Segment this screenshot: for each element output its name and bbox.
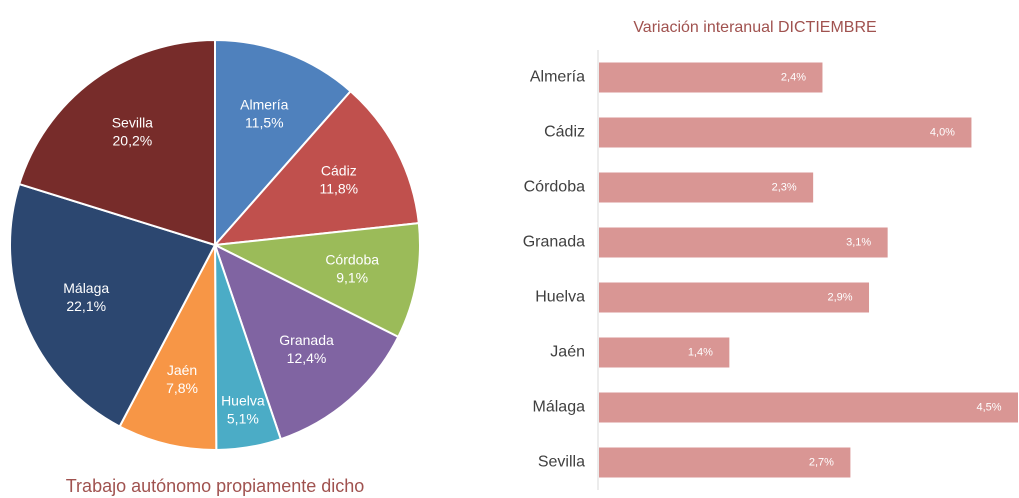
y-tick-label: Almería [530,69,585,86]
slice-value-label: 7,8% [166,380,198,396]
pie-slice [211,222,421,339]
bar-value-label: 4,5% [976,401,1001,413]
bar-value-label: 1,4% [688,346,713,358]
pie-slice [212,89,420,247]
bar-value-label: 2,4% [781,71,806,83]
slice-label: Cádiz [321,163,357,179]
slice-value-label: 9,1% [336,270,368,286]
slice-label: Córdoba [325,252,379,268]
slice-value-label: 20,2% [113,132,153,148]
y-tick-label: Córdoba [524,179,585,196]
bar [599,172,814,203]
bar [599,117,972,148]
pie-slice [213,243,400,441]
slice-label: Jaén [167,362,197,378]
bar-value-label: 2,3% [772,181,797,193]
pie-slice [118,244,218,451]
bar-value-label: 2,7% [809,456,834,468]
slice-value-label: 5,1% [227,410,259,426]
bar [599,337,730,368]
slice-value-label: 11,5% [245,114,284,130]
y-tick-label: Sevilla [538,454,585,471]
slice-value-label: 22,1% [66,298,106,314]
pie-slice [214,38,352,248]
slice-label: Granada [279,332,334,348]
slice-label: Málaga [63,280,109,296]
slice-label: Huelva [221,392,265,408]
bar-value-label: 2,9% [827,291,852,303]
chart-title: Trabajo autónomo propiamente dicho [66,476,365,496]
bar [599,392,1018,423]
y-tick-label: Huelva [535,289,585,306]
y-tick-label: Granada [523,234,585,251]
pie-slice [9,182,217,428]
y-tick-label: Cádiz [544,124,585,141]
bar [599,227,888,258]
bar [599,447,851,478]
bar-value-label: 3,1% [846,236,871,248]
bar [599,62,823,93]
bar [599,282,870,313]
pie-slice [18,38,216,247]
y-tick-label: Jaén [550,344,585,361]
bar-value-label: 4,0% [930,126,955,138]
y-tick-label: Málaga [533,399,586,416]
slice-value-label: 11,8% [319,181,358,197]
chart-title: Variación interanual DICTIEMBRE [633,19,876,36]
slice-label: Almería [240,96,288,112]
slice-label: Sevilla [112,114,153,130]
slice-value-label: 12,4% [287,350,327,366]
